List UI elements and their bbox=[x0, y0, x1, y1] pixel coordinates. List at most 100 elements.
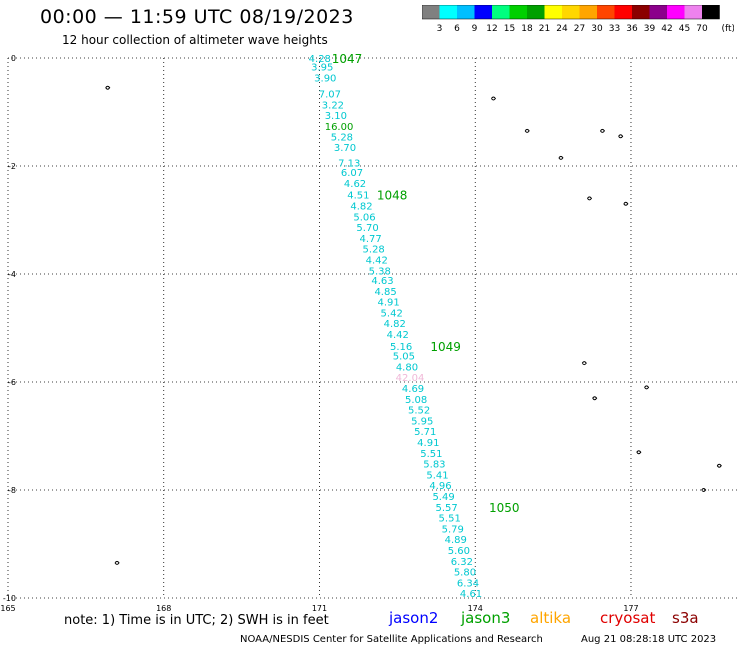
wave-height-value: 4.82 bbox=[384, 319, 406, 330]
wave-height-value: 3.90 bbox=[314, 74, 336, 85]
wave-height-value: 5.16 bbox=[390, 342, 412, 353]
island-outline bbox=[592, 396, 598, 401]
colorbar-tick-label: 21 bbox=[539, 24, 550, 34]
longitude-tick-label: 177 bbox=[623, 604, 638, 613]
pass-number-label: 1050 bbox=[489, 501, 520, 515]
wave-height-value: 3.22 bbox=[322, 101, 344, 112]
wave-height-value: 4.69 bbox=[402, 384, 424, 395]
island-outline bbox=[623, 201, 629, 206]
wave-height-value: 5.28 bbox=[331, 132, 353, 143]
wave-height-value: 3.70 bbox=[334, 143, 356, 154]
colorbar-swatch bbox=[474, 5, 492, 19]
wave-height-value: 5.28 bbox=[363, 245, 385, 256]
latitude-tick-label: 0 bbox=[11, 54, 16, 63]
map-subtitle: 12 hour collection of altimeter wave hei… bbox=[62, 33, 328, 47]
legend-cryosat: cryosat bbox=[600, 609, 656, 627]
generated-timestamp: Aug 21 08:28:18 UTC 2023 bbox=[581, 634, 717, 645]
credit-text: NOAA/NESDIS Center for Satellite Applica… bbox=[240, 634, 543, 645]
legend-s3a: s3a bbox=[672, 609, 699, 627]
colorbar-swatch bbox=[684, 5, 702, 19]
island-outline bbox=[114, 560, 120, 565]
island-outline bbox=[105, 85, 111, 90]
colorbar-tick-label: 36 bbox=[626, 24, 638, 34]
colorbar-unit: (ft) bbox=[722, 24, 735, 34]
colorbar-swatch bbox=[422, 5, 440, 19]
wave-height-value: 5.51 bbox=[420, 449, 442, 460]
wave-height-colorbar: 3 6 9 12 15 18 21 24 27 30 33 36 39 42 45 70 (ft) bbox=[422, 5, 735, 34]
latitude-tick-label: -10 bbox=[3, 594, 16, 603]
island-outline bbox=[618, 134, 624, 139]
wave-height-value: 5.70 bbox=[356, 223, 378, 234]
island-outline bbox=[524, 128, 530, 133]
wave-height-value: 3.10 bbox=[325, 111, 347, 122]
wave-height-value: 7.13 bbox=[338, 158, 360, 169]
wave-height-value: 7.07 bbox=[319, 90, 341, 101]
wave-height-value: 5.83 bbox=[423, 460, 445, 471]
latitude-tick-label: -8 bbox=[8, 486, 16, 495]
colorbar-tick-label: 18 bbox=[521, 24, 533, 34]
colorbar-swatch bbox=[562, 5, 580, 19]
wave-height-value: 4.28 bbox=[309, 54, 331, 65]
longitude-tick-label: 168 bbox=[156, 604, 171, 613]
wave-height-value: 4.63 bbox=[371, 276, 393, 287]
island-outline bbox=[558, 155, 564, 160]
colorbar-swatch bbox=[527, 5, 545, 19]
wave-height-value: 6.07 bbox=[341, 168, 363, 179]
colorbar-tick-label: 70 bbox=[696, 24, 708, 34]
colorbar-swatch bbox=[439, 5, 457, 19]
island-outline bbox=[600, 128, 606, 133]
wave-height-value: 4.85 bbox=[374, 287, 396, 298]
colorbar-swatch bbox=[614, 5, 632, 19]
legend-altika: altika bbox=[530, 609, 572, 627]
island-outline bbox=[581, 361, 587, 366]
pass-number-label: 1049 bbox=[430, 340, 461, 354]
colorbar-tick-label: 6 bbox=[454, 24, 460, 34]
colorbar-swatch bbox=[492, 5, 510, 19]
wave-height-value: 4.51 bbox=[347, 191, 369, 202]
wave-height-value: 5.08 bbox=[405, 395, 427, 406]
island-outline bbox=[716, 463, 722, 468]
colorbar-swatch bbox=[649, 5, 667, 19]
longitude-tick-label: 174 bbox=[468, 604, 483, 613]
wave-height-value: 6.34 bbox=[457, 578, 479, 589]
wave-height-value: 4.91 bbox=[377, 298, 399, 309]
legend-jason3: jason3 bbox=[461, 609, 511, 627]
map-title: 00:00 — 11:59 UTC 08/19/2023 bbox=[40, 6, 354, 28]
wave-height-value: 4.91 bbox=[417, 438, 439, 449]
wave-height-value: 4.42 bbox=[387, 330, 409, 341]
colorbar-swatch bbox=[702, 5, 720, 19]
colorbar-tick-label: 12 bbox=[486, 24, 497, 34]
wave-height-value: 4.96 bbox=[429, 481, 451, 492]
pass-number-label: 1048 bbox=[377, 189, 408, 203]
island-outline bbox=[636, 450, 642, 455]
wave-height-value: 6.32 bbox=[451, 557, 473, 568]
wave-height-value: 4.42 bbox=[366, 256, 388, 267]
colorbar-tick-label: 30 bbox=[591, 24, 603, 34]
wave-height-value: 4.61 bbox=[460, 589, 482, 600]
wave-height-value: 4.80 bbox=[396, 362, 418, 373]
colorbar-swatch bbox=[544, 5, 562, 19]
colorbar-swatch bbox=[457, 5, 475, 19]
island-outline bbox=[701, 488, 707, 492]
wave-height-value: 4.82 bbox=[350, 202, 372, 213]
colorbar-tick-label: 15 bbox=[504, 24, 515, 34]
wave-height-value: 5.49 bbox=[432, 492, 454, 503]
wave-height-value: 16.00 bbox=[325, 122, 354, 133]
wave-height-value: 5.06 bbox=[353, 212, 375, 223]
colorbar-tick-label: 45 bbox=[679, 24, 690, 34]
wave-height-value: 3.95 bbox=[311, 63, 333, 74]
wave-height-value: 5.80 bbox=[454, 568, 476, 579]
island-outline bbox=[490, 96, 497, 101]
colorbar-swatch bbox=[667, 5, 685, 19]
wave-height-value: 42.04 bbox=[396, 373, 425, 384]
wave-height-value: 5.42 bbox=[381, 308, 403, 319]
wave-height-value: 4.62 bbox=[344, 179, 366, 190]
longitude-tick-label: 171 bbox=[312, 604, 327, 613]
colorbar-tick-label: 9 bbox=[472, 24, 478, 34]
island-outline bbox=[644, 385, 650, 390]
colorbar-swatch bbox=[579, 5, 597, 19]
colorbar-tick-label: 42 bbox=[661, 24, 672, 34]
wave-height-value: 5.71 bbox=[414, 427, 436, 438]
wave-height-value: 5.79 bbox=[442, 524, 464, 535]
